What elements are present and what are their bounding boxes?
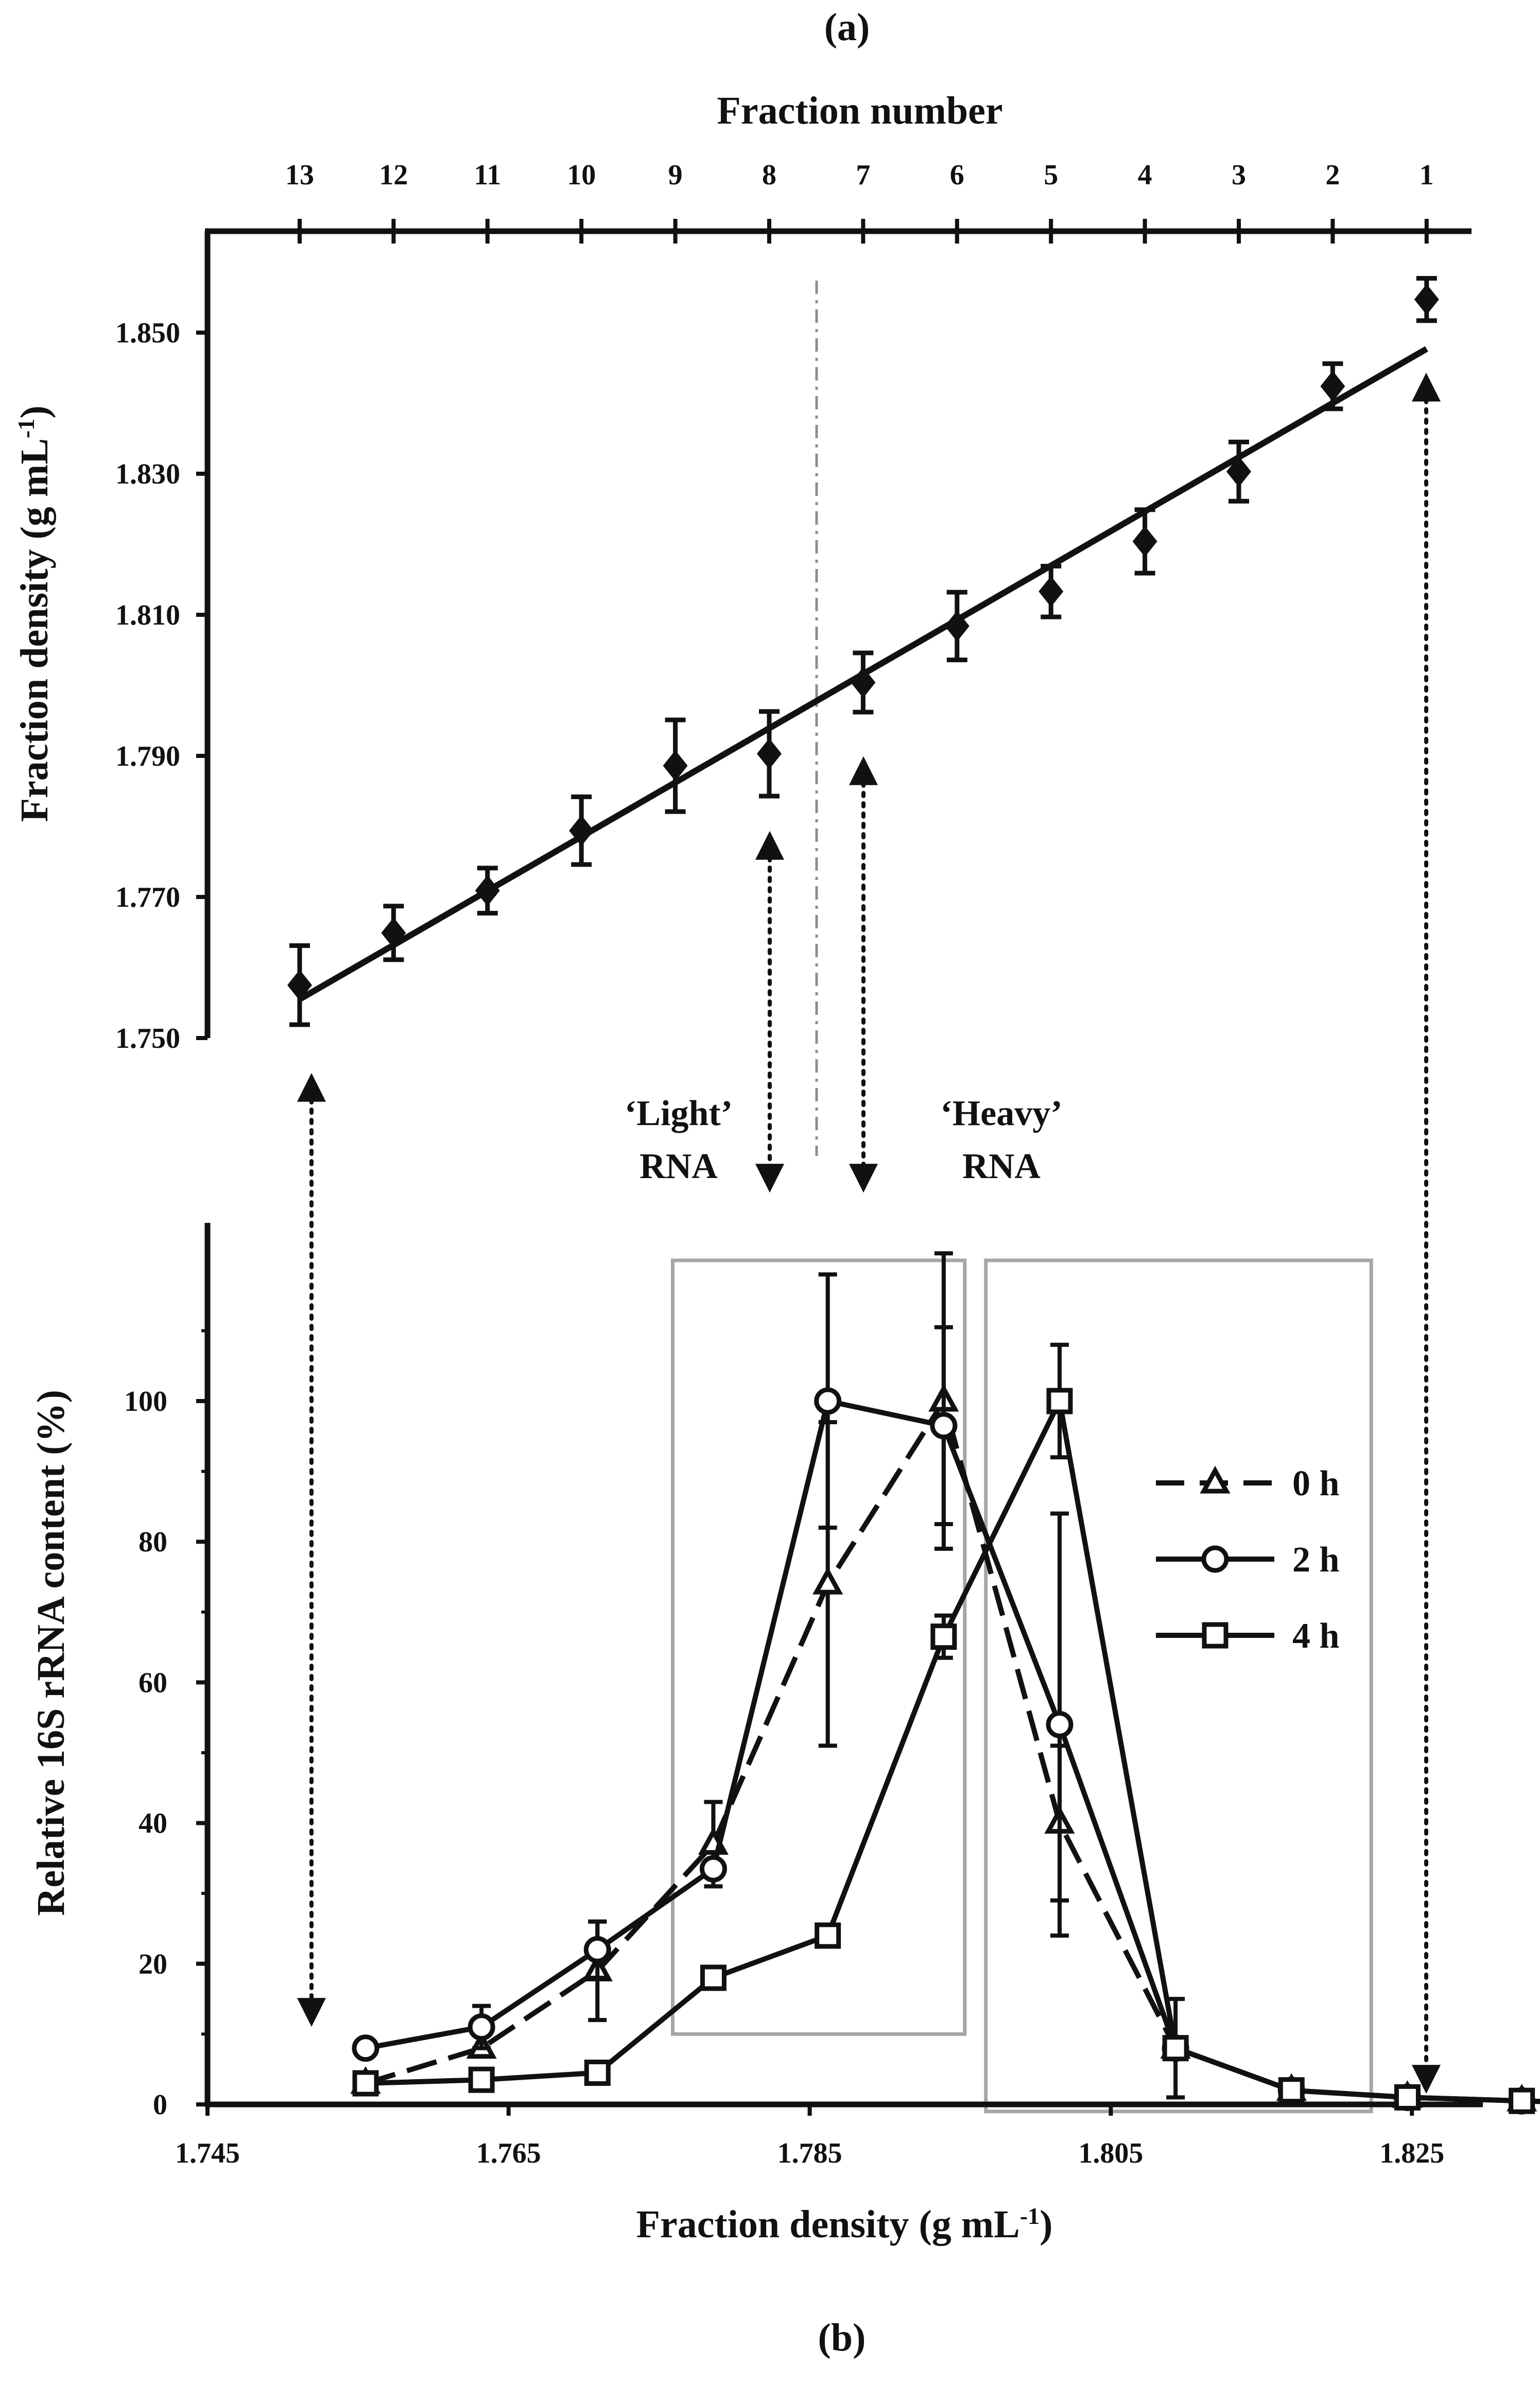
point-2h-1 <box>352 2034 379 2062</box>
density-point-fraction-4 <box>1132 526 1157 557</box>
point-4h-2 <box>468 2066 495 2093</box>
rna-regions <box>671 1258 1373 2114</box>
density-point-fraction-2 <box>1320 371 1345 402</box>
series-line-4h <box>365 1398 1540 2104</box>
series-0h <box>350 1251 1540 2112</box>
point-4h-4 <box>700 1964 726 1991</box>
point-4h-7 <box>1046 1388 1073 1414</box>
density-point-fraction-1 <box>1414 284 1439 315</box>
panel-a: (a) Fraction number Fraction density (g … <box>13 6 1472 1156</box>
point-4h-3 <box>584 2060 611 2086</box>
top-x-axis-title: Fraction number <box>717 89 1002 132</box>
top-x-tick-label: 2 <box>1325 159 1340 191</box>
density-point-fraction-6 <box>944 610 970 642</box>
bottom-x-tick-label: 1.765 <box>476 2137 541 2169</box>
light-rna-label-line1: ‘Light’ <box>625 1094 733 1133</box>
point-4h-9 <box>1278 2077 1305 2104</box>
point-2h-7 <box>1046 1711 1074 1738</box>
legend-label-2h: 2 h <box>1292 1540 1339 1580</box>
top-y-tick-label: 1.790 <box>115 740 180 772</box>
fraction-arrows <box>297 372 1441 2094</box>
heavy-rna-box <box>984 1258 1373 2114</box>
panel-b-label: (b) <box>818 2316 866 2359</box>
top-x-tick-label: 3 <box>1232 159 1246 191</box>
density-points <box>287 276 1439 1027</box>
density-point-fraction-5 <box>1039 576 1064 607</box>
bottom-y-ticks: 0 20 40 60 80 100 <box>124 1329 207 2121</box>
series-line-2h <box>365 1398 1540 2104</box>
bottom-y-tick-label: 0 <box>153 2089 167 2121</box>
rrna-series <box>350 1251 1540 2115</box>
point-4h-1 <box>352 2070 379 2097</box>
bottom-x-tick-label: 1.825 <box>1379 2137 1444 2169</box>
top-x-tick-label: 8 <box>762 159 776 191</box>
legend-marker-2h <box>1201 1545 1229 1573</box>
top-x-tick-label: 6 <box>950 159 964 191</box>
top-y-tick-label: 1.810 <box>115 599 180 631</box>
top-y-tick-label: 1.830 <box>115 458 180 490</box>
bottom-x-tick-label: 1.785 <box>777 2137 842 2169</box>
bottom-y-tick-label: 100 <box>124 1386 167 1418</box>
bottom-y-axis-title: Relative 16S rRNA content (%) <box>29 1390 73 1916</box>
series-4h <box>352 1342 1540 2114</box>
top-x-tick-label: 9 <box>668 159 683 191</box>
density-point-fraction-12 <box>381 917 406 948</box>
legend-label-4h: 4 h <box>1292 1616 1339 1656</box>
bottom-y-tick-label: 80 <box>139 1526 167 1558</box>
point-2h-2 <box>468 2013 495 2041</box>
density-point-fraction-11 <box>475 875 500 906</box>
point-4h-5 <box>815 1922 841 1949</box>
light-rna-label-line2: RNA <box>639 1147 718 1186</box>
point-2h-4 <box>699 1855 727 1882</box>
top-y-tick-label: 1.850 <box>115 317 180 349</box>
top-x-tick-label: 1 <box>1420 159 1434 191</box>
top-y-ticks: 1.750 1.770 1.790 1.810 1.830 1.850 <box>115 317 207 1055</box>
density-point-fraction-8 <box>757 738 782 769</box>
panel-a-label: (a) <box>824 6 870 49</box>
bottom-x-tick-label: 1.805 <box>1078 2137 1143 2169</box>
density-point-fraction-9 <box>663 750 688 782</box>
series-line-0h <box>365 1398 1540 2104</box>
top-x-tick-label: 11 <box>474 159 501 191</box>
top-y-tick-label: 1.750 <box>115 1023 180 1055</box>
point-2h-6 <box>930 1412 958 1440</box>
light-rna-box <box>671 1258 967 2036</box>
panel-b: Relative 16S rRNA content (%) Fraction d… <box>29 1223 1540 2359</box>
legend-marker-4h <box>1202 1622 1228 1649</box>
density-point-fraction-7 <box>851 667 876 698</box>
top-y-tick-label: 1.770 <box>115 882 180 913</box>
legend-label-0h: 0 h <box>1292 1464 1339 1504</box>
density-point-fraction-13 <box>287 970 312 1001</box>
bottom-y-tick-label: 20 <box>139 1948 167 1980</box>
point-4h-8 <box>1162 2035 1189 2062</box>
bottom-x-tick-label: 1.745 <box>175 2137 240 2169</box>
bottom-y-tick-label: 40 <box>139 1808 167 1840</box>
top-y-axis-title: Fraction density (g mL-1) <box>13 406 56 822</box>
point-4h-11 <box>1509 2087 1535 2114</box>
point-2h-3 <box>583 1936 611 1963</box>
legend-marker-0h <box>1200 1465 1231 1494</box>
top-x-tick-label: 10 <box>567 159 596 191</box>
point-4h-10 <box>1394 2084 1421 2111</box>
top-x-tick-label: 4 <box>1138 159 1152 191</box>
point-4h-6 <box>930 1623 957 1650</box>
bottom-y-tick-label: 60 <box>139 1667 167 1699</box>
density-point-fraction-3 <box>1226 456 1251 487</box>
point-0h-5 <box>812 1566 843 1595</box>
top-x-tick-label: 13 <box>285 159 314 191</box>
top-x-tick-label: 12 <box>379 159 408 191</box>
top-x-tick-label: 7 <box>856 159 870 191</box>
legend: 0 h 2 h 4 h <box>1156 1464 1339 1656</box>
top-x-tick-label: 5 <box>1044 159 1058 191</box>
point-2h-5 <box>814 1387 842 1415</box>
heavy-rna-label-line1: ‘Heavy’ <box>940 1094 1062 1133</box>
density-point-fraction-10 <box>569 815 594 847</box>
heavy-rna-label-line2: RNA <box>962 1147 1041 1186</box>
bottom-x-axis-title: Fraction density (g mL-1) <box>636 2203 1053 2246</box>
